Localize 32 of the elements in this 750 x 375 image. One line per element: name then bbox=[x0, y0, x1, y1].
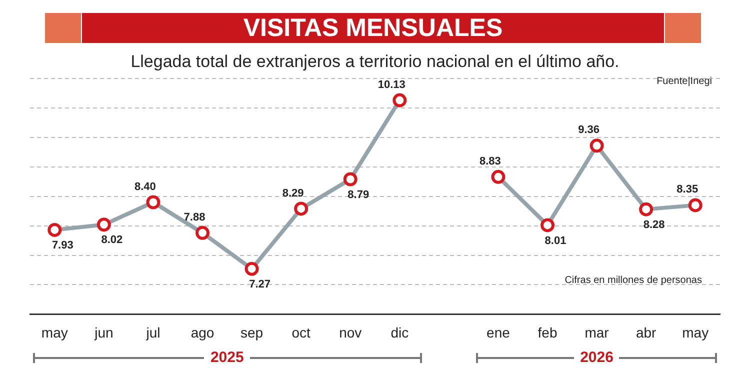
data-label: 8.40 bbox=[134, 180, 156, 193]
text: Cifras en millones de personas bbox=[564, 275, 702, 286]
x-tick-label: ago bbox=[190, 324, 214, 340]
x-tick-label: sep bbox=[240, 324, 264, 340]
data-label: 8.83 bbox=[480, 155, 501, 168]
x-tick-label: abr bbox=[636, 324, 657, 340]
data-label: 9.36 bbox=[578, 124, 600, 136]
data-label: 7.88 bbox=[184, 211, 206, 224]
x-tick-label: feb bbox=[538, 324, 558, 340]
x-tick-label: ene bbox=[486, 324, 510, 340]
x-tick-label: oct bbox=[292, 324, 311, 340]
source-note: Fuente|Inegi bbox=[656, 76, 712, 87]
x-tick-label: mar bbox=[584, 324, 610, 340]
chart-title: VISITAS MENSUALES bbox=[82, 13, 664, 43]
chart-subtitle: Llegada total de extranjeros a territorio nacional en el último año. bbox=[130, 52, 620, 72]
x-tick-label: jul bbox=[145, 324, 160, 340]
x-tick-label: may bbox=[682, 324, 709, 340]
data-label: 8.02 bbox=[101, 234, 123, 246]
x-tick-label: nov bbox=[339, 324, 362, 340]
data-label: 8.79 bbox=[348, 188, 370, 201]
data-label: 7.27 bbox=[249, 278, 270, 290]
x-tick-label: dic bbox=[390, 324, 409, 340]
data-label: 8.35 bbox=[676, 184, 698, 196]
x-tick-label: jun bbox=[94, 324, 114, 340]
text: 2026 bbox=[574, 349, 620, 366]
data-label: 8.01 bbox=[544, 234, 566, 247]
data-label: 10.13 bbox=[378, 78, 406, 91]
data-label: 8.28 bbox=[643, 218, 665, 231]
data-label: 7.93 bbox=[52, 239, 74, 252]
text: 2025 bbox=[204, 349, 250, 366]
x-tick-label: may bbox=[41, 324, 68, 340]
data-label: 8.29 bbox=[282, 187, 304, 200]
